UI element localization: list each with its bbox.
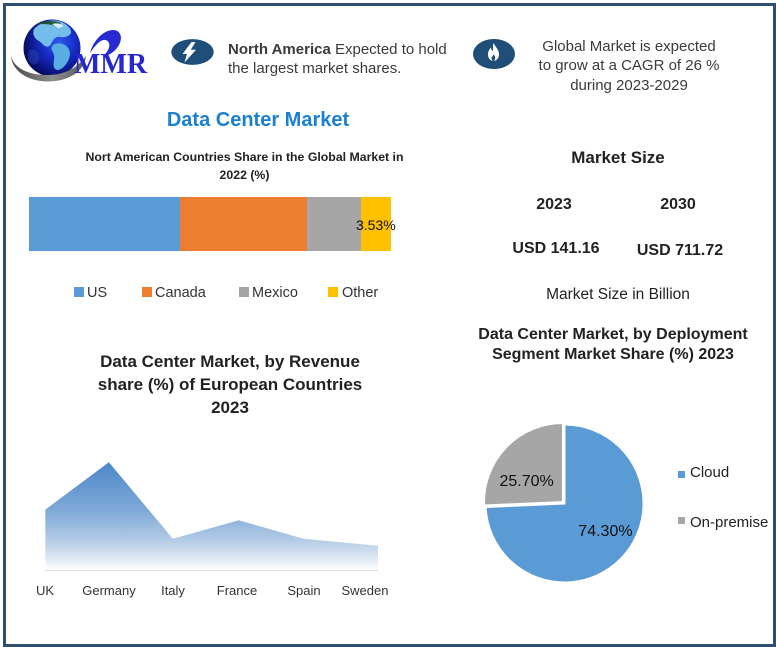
svg-text:74.30%: 74.30% bbox=[578, 523, 632, 540]
svg-text:25.70%: 25.70% bbox=[500, 473, 554, 490]
svg-text:MMR: MMR bbox=[74, 49, 148, 80]
